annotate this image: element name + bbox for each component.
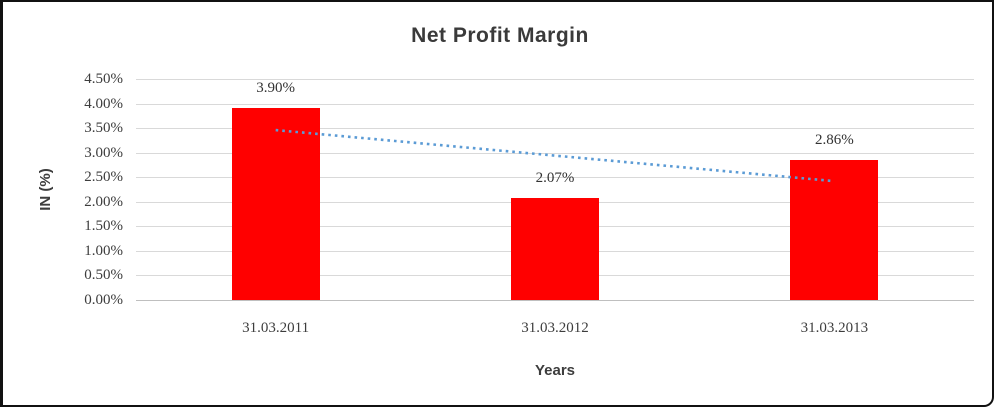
chart-title: Net Profit Margin bbox=[411, 24, 589, 47]
category-label: 31.03.2012 bbox=[521, 320, 589, 336]
y-tick-label: 2.50% bbox=[84, 169, 123, 186]
x-axis-line bbox=[136, 300, 974, 301]
y-tick-label: 3.50% bbox=[84, 120, 123, 137]
plot-area bbox=[136, 79, 974, 301]
bar-31.03.2011 bbox=[231, 108, 320, 300]
gridline bbox=[136, 79, 974, 80]
gridline bbox=[136, 103, 974, 105]
y-tick-label: 3.00% bbox=[84, 144, 123, 161]
y-tick-label: 4.50% bbox=[84, 71, 123, 87]
x-axis-title: Years bbox=[534, 362, 576, 379]
bar-31.03.2012 bbox=[511, 198, 599, 300]
gridline bbox=[136, 177, 974, 179]
data-label: 2.86% bbox=[814, 131, 854, 148]
y-tick-label: 1.50% bbox=[84, 218, 123, 235]
y-tick-label: 2.00% bbox=[84, 193, 123, 210]
gridline bbox=[136, 128, 974, 130]
y-tick-label: 4.00% bbox=[84, 95, 123, 112]
y-tick-label: 0.00% bbox=[84, 292, 123, 308]
y-tick-label: 1.00% bbox=[84, 242, 123, 259]
y-tick-label: 0.50% bbox=[84, 267, 123, 284]
trendline bbox=[275, 128, 835, 183]
category-label: 31.03.2013 bbox=[800, 320, 869, 336]
category-label: 31.03.2011 bbox=[242, 320, 310, 336]
data-label: 2.07% bbox=[535, 170, 575, 187]
gridline bbox=[136, 152, 974, 154]
data-label: 3.90% bbox=[256, 80, 296, 97]
bar-31.03.2013 bbox=[790, 159, 879, 300]
